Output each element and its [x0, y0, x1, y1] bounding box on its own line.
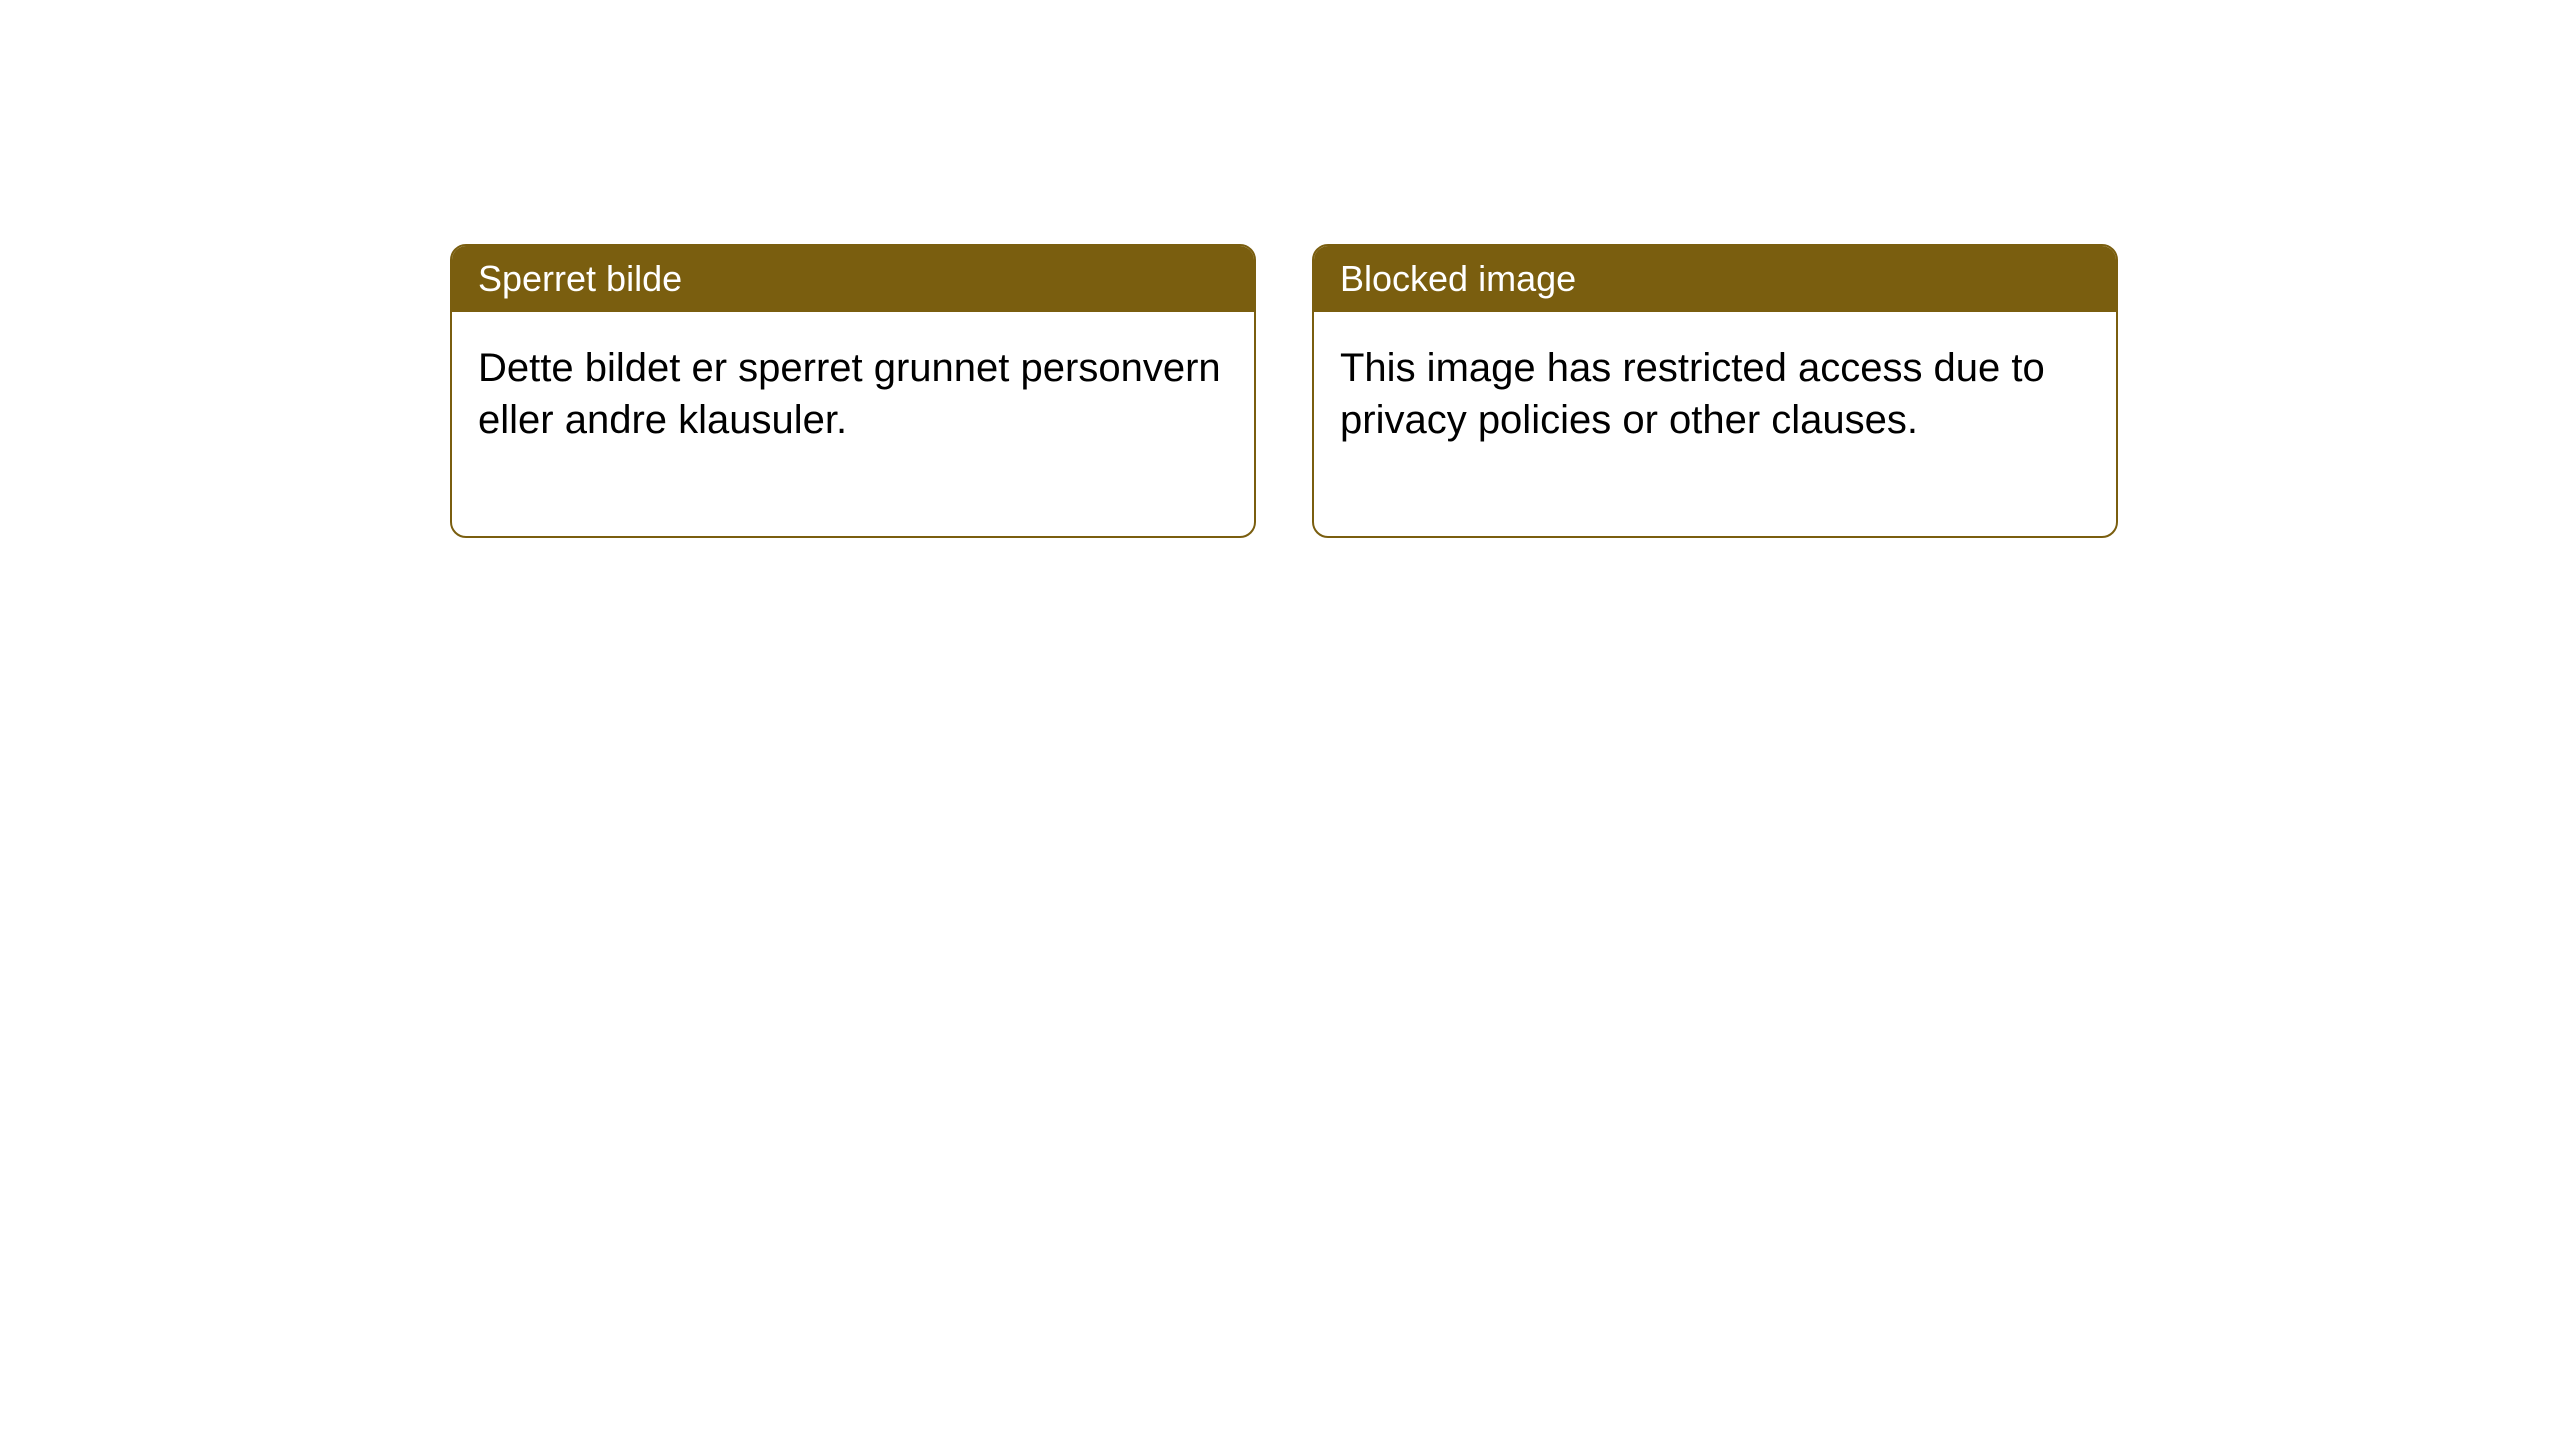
notice-header: Sperret bilde [452, 246, 1254, 312]
notice-container: Sperret bilde Dette bildet er sperret gr… [450, 244, 2118, 538]
notice-box-english: Blocked image This image has restricted … [1312, 244, 2118, 538]
notice-body-text: Dette bildet er sperret grunnet personve… [478, 346, 1221, 442]
notice-header: Blocked image [1314, 246, 2116, 312]
notice-title: Sperret bilde [478, 258, 682, 299]
notice-body: This image has restricted access due to … [1314, 312, 2116, 536]
notice-box-norwegian: Sperret bilde Dette bildet er sperret gr… [450, 244, 1256, 538]
notice-body: Dette bildet er sperret grunnet personve… [452, 312, 1254, 536]
notice-title: Blocked image [1340, 258, 1576, 299]
notice-body-text: This image has restricted access due to … [1340, 346, 2045, 442]
